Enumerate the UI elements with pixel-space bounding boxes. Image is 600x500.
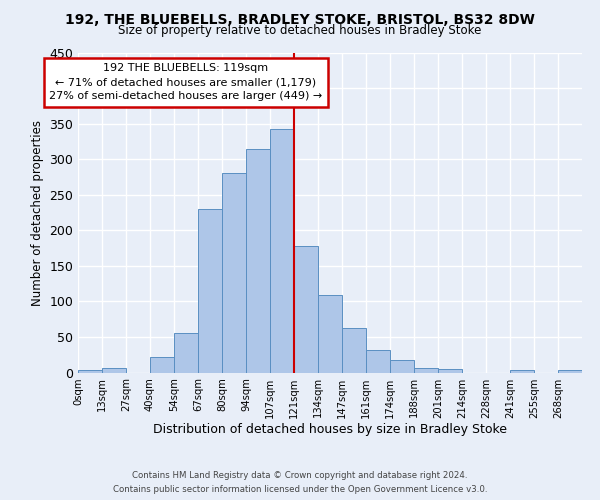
Bar <box>366 350 390 372</box>
Text: 192, THE BLUEBELLS, BRADLEY STOKE, BRISTOL, BS32 8DW: 192, THE BLUEBELLS, BRADLEY STOKE, BRIST… <box>65 12 535 26</box>
Bar <box>390 360 414 372</box>
Bar <box>510 370 534 372</box>
Bar <box>438 369 462 372</box>
Bar <box>150 357 174 372</box>
Bar <box>78 370 102 372</box>
Bar <box>414 368 438 372</box>
Bar <box>102 368 126 372</box>
Text: Contains HM Land Registry data © Crown copyright and database right 2024.
Contai: Contains HM Land Registry data © Crown c… <box>113 472 487 494</box>
Bar <box>246 148 270 372</box>
Bar <box>294 246 318 372</box>
Text: 192 THE BLUEBELLS: 119sqm
← 71% of detached houses are smaller (1,179)
27% of se: 192 THE BLUEBELLS: 119sqm ← 71% of detac… <box>49 63 323 101</box>
Bar <box>558 370 582 372</box>
Bar <box>198 209 222 372</box>
Bar <box>342 328 366 372</box>
Bar <box>174 334 198 372</box>
Bar <box>318 295 342 372</box>
Text: Size of property relative to detached houses in Bradley Stoke: Size of property relative to detached ho… <box>118 24 482 37</box>
Y-axis label: Number of detached properties: Number of detached properties <box>31 120 44 306</box>
X-axis label: Distribution of detached houses by size in Bradley Stoke: Distribution of detached houses by size … <box>153 424 507 436</box>
Bar <box>270 128 294 372</box>
Bar <box>222 174 246 372</box>
